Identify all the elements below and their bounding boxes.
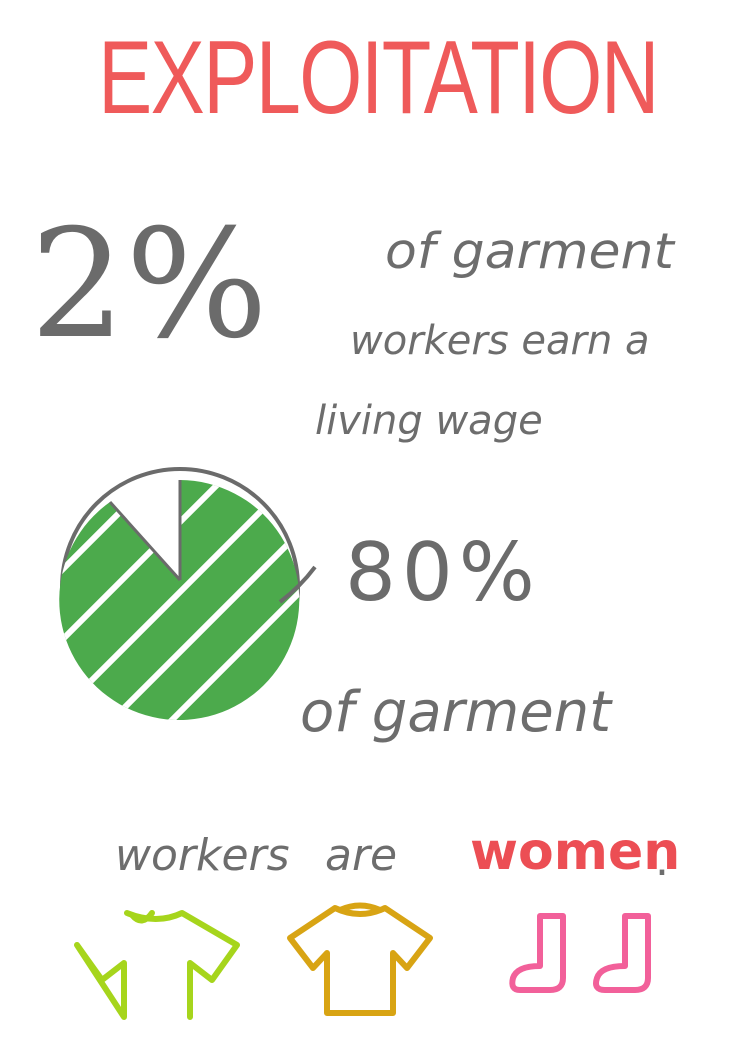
stat-1-line-2: workers earn a: [350, 318, 650, 364]
stat-2-period: .: [655, 835, 669, 886]
stat-1-line-1: of garment: [385, 223, 674, 281]
page-title: EXPLOITATION: [98, 20, 659, 136]
stat-1-line-3: living wage: [315, 398, 543, 444]
socks-icon: [509, 913, 651, 993]
tshirt-icon: [287, 902, 433, 1016]
stat-2-line-2: workers: [115, 830, 290, 881]
stat-2-highlight: women: [470, 822, 681, 882]
pie-chart-icon: [59, 467, 317, 720]
stat-2-line-1: of garment: [300, 680, 612, 745]
tshirt-icon: [74, 910, 240, 1020]
stat-2-line-3: are: [325, 830, 398, 881]
stat-2-percent: 2%: [30, 198, 268, 372]
stat-80-percent: 80%: [345, 526, 541, 619]
